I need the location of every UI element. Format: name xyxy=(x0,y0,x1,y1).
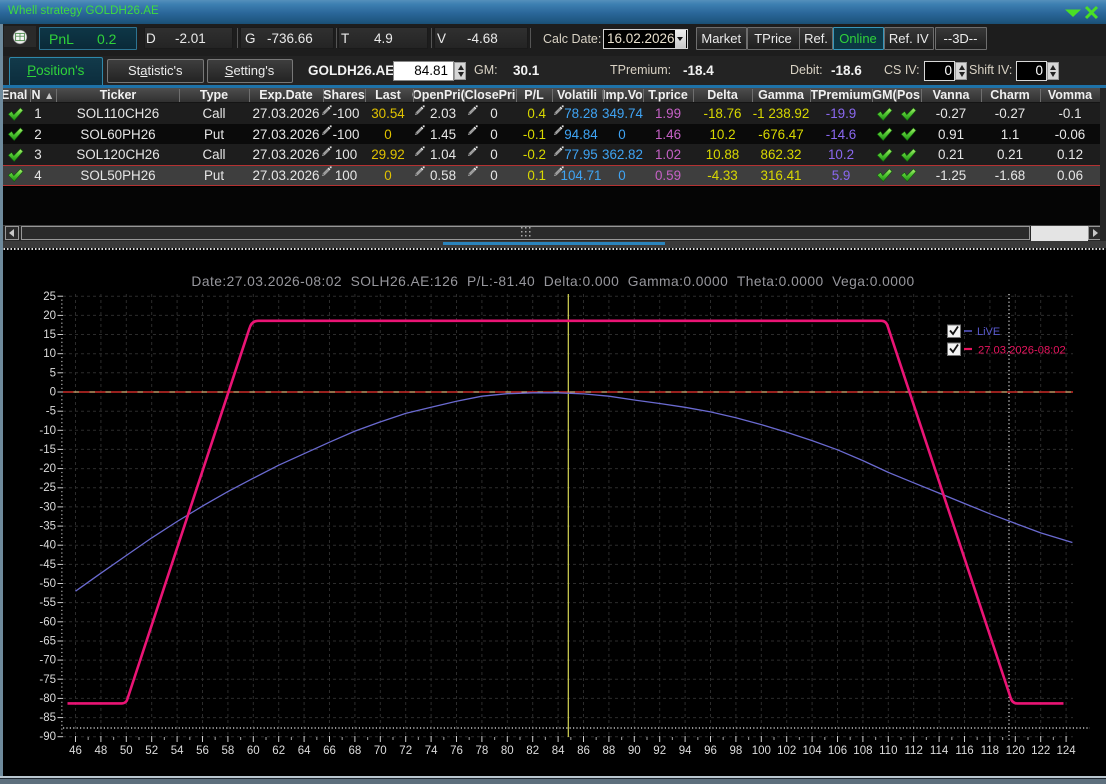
svg-text:15: 15 xyxy=(43,329,56,341)
svg-text:-90: -90 xyxy=(39,731,56,743)
svg-text:124: 124 xyxy=(1057,745,1077,757)
svg-text:118: 118 xyxy=(981,745,999,757)
svg-text:-15: -15 xyxy=(39,444,56,456)
svg-text:-50: -50 xyxy=(39,578,56,590)
svg-text:-55: -55 xyxy=(39,597,56,609)
svg-text:-30: -30 xyxy=(39,501,56,513)
svg-text:10: 10 xyxy=(43,348,56,360)
svg-text:LiVE: LiVE xyxy=(977,326,1000,338)
svg-text:80: 80 xyxy=(501,745,514,757)
svg-text:76: 76 xyxy=(450,745,463,757)
svg-text:46: 46 xyxy=(69,745,82,757)
svg-text:-70: -70 xyxy=(39,655,56,667)
svg-text:116: 116 xyxy=(955,745,973,757)
svg-text:-40: -40 xyxy=(39,540,56,552)
svg-text:62: 62 xyxy=(272,745,285,757)
svg-text:27.03.2026-08:02: 27.03.2026-08:02 xyxy=(978,345,1066,357)
svg-text:78: 78 xyxy=(476,745,489,757)
svg-text:86: 86 xyxy=(577,745,590,757)
svg-text:-65: -65 xyxy=(39,636,56,648)
svg-text:72: 72 xyxy=(399,745,412,757)
svg-text:-80: -80 xyxy=(39,693,56,705)
svg-text:48: 48 xyxy=(95,745,108,757)
svg-text:112: 112 xyxy=(905,745,923,757)
svg-text:58: 58 xyxy=(222,745,235,757)
svg-text:68: 68 xyxy=(349,745,362,757)
svg-text:96: 96 xyxy=(704,745,717,757)
svg-text:Date:27.03.2026-08:02 SOLH26.: Date:27.03.2026-08:02 SOLH26.AE:126 P/L:… xyxy=(191,274,914,289)
svg-text:50: 50 xyxy=(120,745,133,757)
svg-text:-20: -20 xyxy=(39,463,56,475)
svg-text:70: 70 xyxy=(374,745,387,757)
svg-text:54: 54 xyxy=(171,745,184,757)
svg-text:52: 52 xyxy=(145,745,158,757)
svg-text:20: 20 xyxy=(43,310,56,322)
svg-text:110: 110 xyxy=(879,745,897,757)
svg-text:-75: -75 xyxy=(39,674,56,686)
svg-text:120: 120 xyxy=(1006,745,1025,757)
svg-text:84: 84 xyxy=(552,745,565,757)
svg-text:82: 82 xyxy=(526,745,539,757)
svg-text:122: 122 xyxy=(1031,745,1050,757)
svg-text:106: 106 xyxy=(828,745,847,757)
svg-text:-5: -5 xyxy=(46,406,56,418)
svg-text:94: 94 xyxy=(679,745,692,757)
svg-text:-60: -60 xyxy=(39,616,56,628)
svg-text:-25: -25 xyxy=(39,482,56,494)
svg-text:98: 98 xyxy=(730,745,743,757)
svg-text:-10: -10 xyxy=(39,425,56,437)
svg-text:-45: -45 xyxy=(39,559,56,571)
svg-text:104: 104 xyxy=(803,745,823,757)
svg-text:66: 66 xyxy=(323,745,336,757)
svg-text:25: 25 xyxy=(43,291,56,303)
svg-text:64: 64 xyxy=(298,745,311,757)
svg-text:5: 5 xyxy=(50,367,56,379)
svg-text:-35: -35 xyxy=(39,521,56,533)
svg-text:114: 114 xyxy=(930,745,949,757)
svg-text:0: 0 xyxy=(50,387,56,399)
svg-text:108: 108 xyxy=(853,745,872,757)
svg-text:102: 102 xyxy=(777,745,796,757)
svg-text:100: 100 xyxy=(752,745,771,757)
svg-text:74: 74 xyxy=(425,745,438,757)
svg-text:90: 90 xyxy=(628,745,641,757)
svg-text:56: 56 xyxy=(196,745,209,757)
svg-text:-85: -85 xyxy=(39,712,56,724)
svg-text:92: 92 xyxy=(653,745,666,757)
svg-text:88: 88 xyxy=(603,745,616,757)
svg-text:60: 60 xyxy=(247,745,260,757)
